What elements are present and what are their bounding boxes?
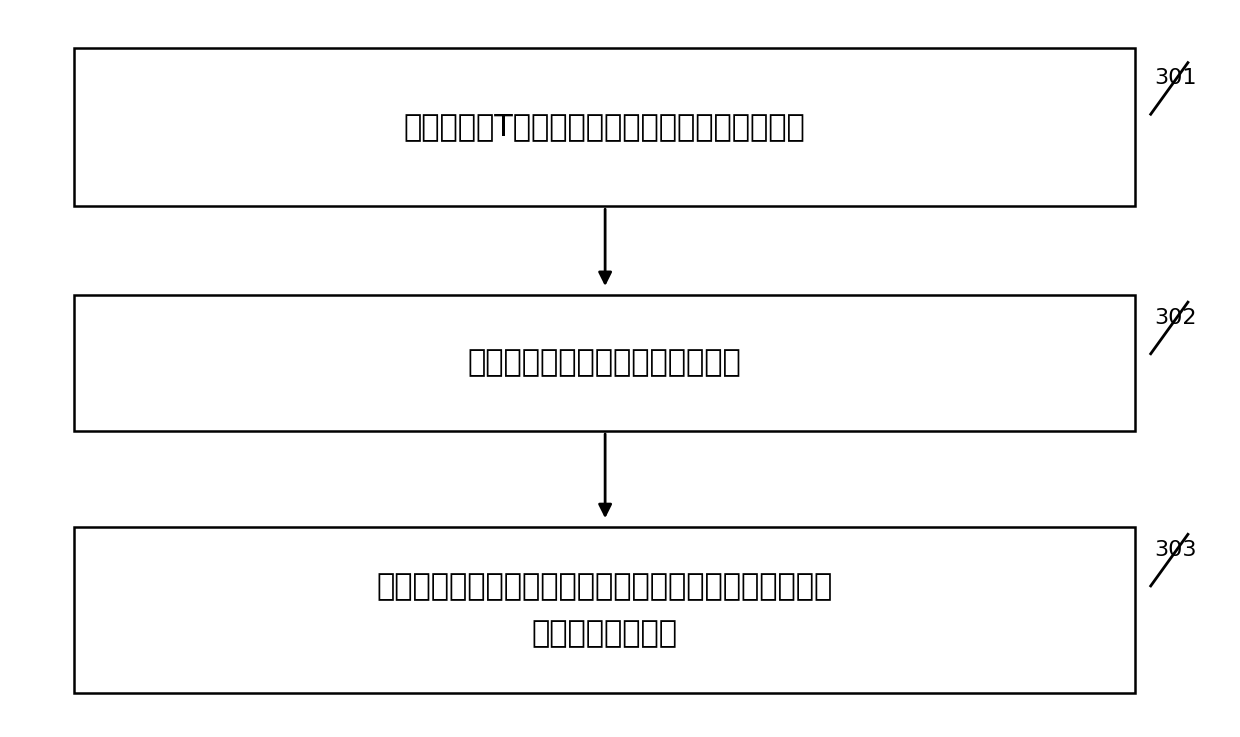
FancyBboxPatch shape [74, 527, 1135, 693]
Text: 303: 303 [1154, 540, 1197, 560]
Text: 301: 301 [1154, 69, 1197, 88]
Text: 根据参考电压矢量所在的区间对目标电压矢量进行合成，
得到输出共模电压: 根据参考电压矢量所在的区间对目标电压矢量进行合成， 得到输出共模电压 [377, 572, 832, 648]
FancyBboxPatch shape [74, 48, 1135, 206]
Text: 获取与单相T型不对称逆变器对应的多个电压矢量: 获取与单相T型不对称逆变器对应的多个电压矢量 [404, 113, 805, 142]
FancyBboxPatch shape [74, 295, 1135, 431]
Text: 从各电压矢量中选取目标电压矢量: 从各电压矢量中选取目标电压矢量 [467, 349, 742, 377]
Text: 302: 302 [1154, 308, 1197, 328]
